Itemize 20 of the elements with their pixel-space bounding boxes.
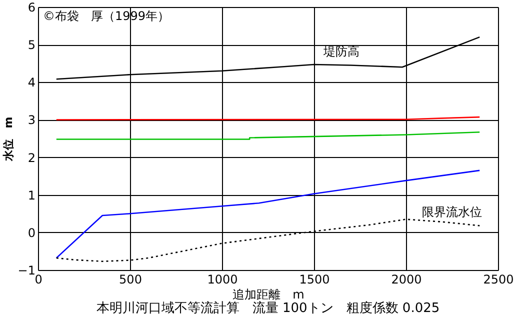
y-tick-label: 2 bbox=[28, 150, 36, 165]
y-tick-label: 5 bbox=[28, 38, 36, 52]
x-tick-label: 2500 bbox=[483, 272, 514, 286]
line-series bbox=[56, 131, 480, 140]
y-tick-label: 1 bbox=[28, 188, 36, 202]
annotation: 堤防高 bbox=[322, 44, 360, 59]
annotation: 限界流水位 bbox=[422, 205, 482, 220]
x-tick-label: 1500 bbox=[299, 272, 330, 286]
line-series bbox=[56, 170, 480, 259]
y-axis-title: 水位 m bbox=[2, 116, 15, 162]
y-tick-label: 6 bbox=[28, 0, 36, 14]
text: 本明川河口域不等流計算 流量 100トン 粗度係数 0.025 bbox=[96, 300, 440, 316]
y-tick-label: 4 bbox=[28, 76, 36, 90]
x-tick-label: 1000 bbox=[207, 272, 238, 286]
x-tick-label: 2000 bbox=[391, 272, 422, 286]
y-tick-label: −1 bbox=[18, 264, 36, 278]
x-tick-label: 500 bbox=[119, 272, 142, 286]
x-axis-title: 追加距離 m bbox=[232, 288, 304, 302]
y-tick-label: 3 bbox=[28, 113, 36, 128]
y-tick-label: 0 bbox=[28, 226, 36, 240]
